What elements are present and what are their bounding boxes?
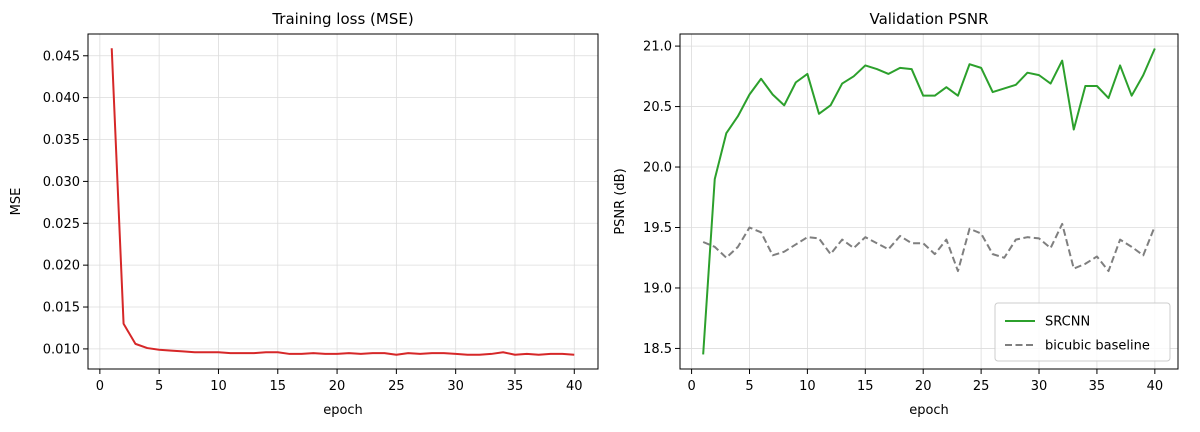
- chart-validation-psnr: 0 5 10 15 20 25 30 35 40 18.5 19.0 19.5 20.0 20.5 21.0…: [613, 10, 1178, 418]
- x-axis-label: epoch: [323, 403, 363, 418]
- y-tick-label: 0.015: [43, 301, 80, 316]
- y-tick-label: 18.5: [643, 342, 672, 357]
- legend-label: bicubic baseline: [1045, 339, 1150, 354]
- y-tick-label: 0.030: [43, 175, 80, 190]
- x-tick-label: 5: [155, 379, 163, 394]
- x-tick-label: 30: [1031, 379, 1048, 394]
- y-tick-label: 0.010: [43, 342, 80, 357]
- x-tick-label: 0: [96, 379, 104, 394]
- y-tick-label: 19.5: [643, 221, 672, 236]
- legend-label: SRCNN: [1045, 315, 1090, 330]
- x-tick-label: 10: [210, 379, 227, 394]
- x-tick-label: 0: [687, 379, 695, 394]
- chart-title: Training loss (MSE): [271, 10, 413, 28]
- y-tick-label: 19.0: [643, 281, 672, 296]
- legend: SRCNN bicubic baseline: [995, 303, 1170, 361]
- y-tick-label: 0.045: [43, 49, 80, 64]
- x-tick-label: 35: [1089, 379, 1106, 394]
- x-tick-label: 25: [973, 379, 990, 394]
- y-tick-label: 0.025: [43, 217, 80, 232]
- x-tick-label: 10: [799, 379, 816, 394]
- x-tick-label: 15: [857, 379, 874, 394]
- y-axis-label: PSNR (dB): [613, 168, 628, 234]
- plot-area: [88, 34, 598, 369]
- x-tick-label: 20: [915, 379, 932, 394]
- chart-training-loss: 0 5 10 15 20 25 30 35 40 0.010 0.015 0.020 0.025 0.03…: [9, 10, 598, 418]
- x-tick-label: 5: [745, 379, 753, 394]
- x-tick-label: 20: [329, 379, 346, 394]
- y-tick-label: 20.5: [643, 100, 672, 115]
- x-tick-label: 40: [1147, 379, 1164, 394]
- x-tick-label: 25: [388, 379, 405, 394]
- y-tick-label: 21.0: [643, 40, 672, 55]
- x-tick-label: 30: [447, 379, 464, 394]
- y-tick-label: 0.020: [43, 259, 80, 274]
- x-tick-label: 40: [566, 379, 583, 394]
- y-axis-label: MSE: [9, 188, 24, 216]
- y-tick-label: 20.0: [643, 161, 672, 176]
- y-tick-label: 0.040: [43, 91, 80, 106]
- y-tick-label: 0.035: [43, 133, 80, 148]
- x-tick-label: 15: [269, 379, 286, 394]
- chart-title: Validation PSNR: [869, 10, 988, 28]
- x-tick-label: 35: [507, 379, 524, 394]
- x-axis-label: epoch: [909, 403, 949, 418]
